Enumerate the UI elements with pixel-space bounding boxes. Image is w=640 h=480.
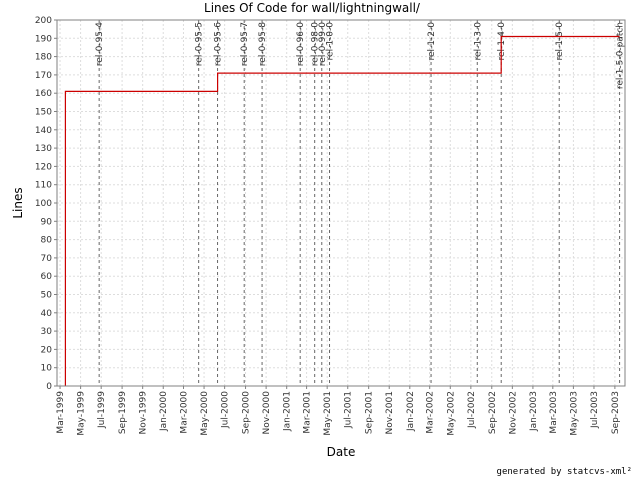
y-tick-label: 40 xyxy=(41,309,53,319)
release-label: rel-0-95-6 xyxy=(214,22,224,66)
x-tick-label: Jan-2003 xyxy=(529,391,539,432)
y-tick-label: 170 xyxy=(35,71,52,81)
x-tick-label: May-2001 xyxy=(323,391,333,436)
y-tick-label: 30 xyxy=(41,327,53,337)
x-tick-label: Sep-2002 xyxy=(488,391,498,434)
y-tick-label: 160 xyxy=(35,89,52,99)
release-label: rel-0-95-4 xyxy=(95,22,105,66)
x-tick-label: Sep-2003 xyxy=(611,391,621,434)
release-label: rel-0-95-7 xyxy=(240,22,250,66)
y-tick-label: 80 xyxy=(41,236,53,246)
x-tick-label: Mar-1999 xyxy=(56,391,66,434)
release-label: rel-0-95-5 xyxy=(195,22,205,66)
x-tick-label: May-2002 xyxy=(446,391,456,436)
series xyxy=(64,35,620,386)
release-label: rel-0-96-0 xyxy=(296,22,306,66)
y-axis: 0 10 20 30 40 50 60 70 80 90 100 110 120 130 140 150 160… xyxy=(35,16,57,392)
x-tick-label: Sep-1999 xyxy=(118,391,128,434)
release-label: rel-1-3-0 xyxy=(473,22,483,61)
x-tick-label: Sep-2000 xyxy=(242,391,252,434)
y-tick-label: 90 xyxy=(41,217,53,227)
x-tick-label: Mar-2002 xyxy=(426,391,436,434)
x-tick-label: Jan-2000 xyxy=(159,391,169,432)
release-label: rel-0-98-0 xyxy=(311,22,321,66)
x-tick-label: May-1999 xyxy=(77,391,87,436)
grid xyxy=(57,20,625,386)
y-axis-title: Lines xyxy=(11,187,25,218)
x-tick-label: Mar-2000 xyxy=(179,391,189,434)
y-tick-label: 50 xyxy=(41,291,53,301)
y-tick-label: 140 xyxy=(35,126,52,136)
x-tick-label: Nov-2002 xyxy=(508,391,518,434)
release-label: rel-1-4-0 xyxy=(497,22,507,61)
y-tick-label: 150 xyxy=(35,108,52,118)
chart-title: Lines Of Code for wall/lightningwall/ xyxy=(204,1,421,15)
release-label: rel-0-99-0 xyxy=(318,22,328,66)
y-tick-label: 0 xyxy=(46,382,52,392)
release-label: rel-0-95-8 xyxy=(258,22,268,66)
y-tick-label: 20 xyxy=(41,345,53,355)
x-tick-label: Jul-1999 xyxy=(97,391,107,429)
release-label: rel-1-5-0-patch xyxy=(616,22,626,89)
y-tick-label: 10 xyxy=(41,364,53,374)
release-label: rel-1-5-0 xyxy=(555,22,565,61)
y-tick-label: 70 xyxy=(41,254,53,264)
generated-by-footer: generated by statcvs-xml² xyxy=(497,467,632,477)
y-tick-label: 100 xyxy=(35,199,52,209)
x-tick-label: Mar-2001 xyxy=(303,391,313,434)
x-tick-label: May-2003 xyxy=(569,391,579,436)
x-axis-title: Date xyxy=(327,445,356,459)
x-tick-label: Jul-2000 xyxy=(221,391,231,429)
release-label: rel-1-0-0 xyxy=(326,22,336,61)
x-tick-label: Nov-2000 xyxy=(262,391,272,435)
x-tick-label: Jul-2002 xyxy=(467,391,477,429)
y-tick-label: 120 xyxy=(35,162,52,172)
x-tick-label: Jan-2002 xyxy=(406,391,416,432)
x-axis: Mar-1999 May-1999 Jul-1999 Sep-1999 Nov-1999… xyxy=(56,386,621,436)
x-tick-label: Nov-1999 xyxy=(139,391,149,435)
y-tick-label: 180 xyxy=(35,53,52,63)
x-tick-label: Mar-2003 xyxy=(549,391,559,434)
loc-series-line xyxy=(64,35,620,386)
y-tick-label: 110 xyxy=(35,181,52,191)
release-label: rel-1-2-0 xyxy=(427,22,437,61)
y-tick-label: 130 xyxy=(35,144,52,154)
x-tick-label: Jul-2003 xyxy=(590,391,600,429)
y-tick-label: 60 xyxy=(41,272,53,282)
y-tick-label: 200 xyxy=(35,16,52,26)
x-tick-label: Nov-2001 xyxy=(385,391,395,434)
x-tick-label: Jan-2001 xyxy=(283,391,293,432)
y-tick-label: 190 xyxy=(35,34,52,44)
x-tick-label: Sep-2001 xyxy=(365,391,375,434)
x-tick-label: May-2000 xyxy=(200,391,210,436)
x-tick-label: Jul-2001 xyxy=(344,391,354,429)
